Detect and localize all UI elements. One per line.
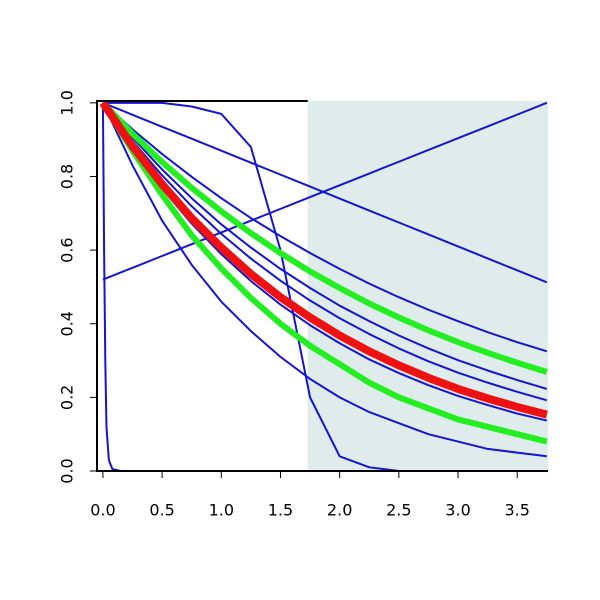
- series-line: [102, 102, 548, 402]
- series-line: [102, 101, 548, 284]
- x-tick-label: 0.5: [149, 501, 174, 520]
- x-tick-label: 2.0: [327, 501, 352, 520]
- y-tick-label: 0.4: [58, 311, 77, 336]
- series-line: [99, 101, 548, 419]
- series-line: [102, 101, 547, 471]
- series-line: [102, 101, 548, 281]
- series-line: [100, 101, 548, 375]
- series-line: [102, 102, 548, 390]
- y-tick-label: 1.0: [58, 90, 77, 115]
- x-tick-label: 0.0: [90, 501, 115, 520]
- series-line: [100, 101, 548, 445]
- x-tick-label: 1.5: [268, 501, 293, 520]
- x-tick-label: 2.5: [386, 501, 411, 520]
- y-tick-label: 0.8: [58, 164, 77, 189]
- series-line: [102, 102, 548, 353]
- plot-area: [99, 101, 548, 471]
- shaded-region: [307, 101, 548, 471]
- axis-box: [96, 100, 548, 472]
- y-tick-label: 0.0: [58, 458, 77, 483]
- x-tick-label: 3.0: [445, 501, 470, 520]
- y-tick-label: 0.2: [58, 385, 77, 410]
- x-tick-label: 3.5: [504, 501, 529, 520]
- series-line: [102, 102, 547, 458]
- y-tick-label: 0.6: [58, 237, 77, 262]
- x-tick-label: 1.0: [209, 501, 234, 520]
